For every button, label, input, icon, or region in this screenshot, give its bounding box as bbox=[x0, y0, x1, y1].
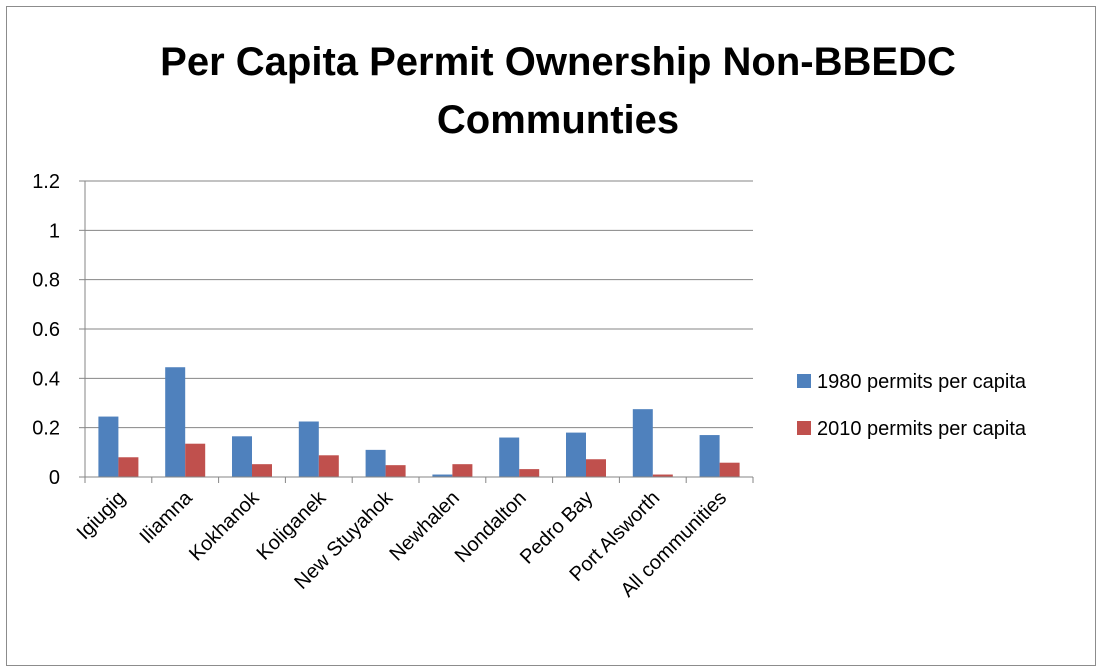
y-tick-label: 0.8 bbox=[32, 270, 60, 292]
legend-swatch bbox=[797, 374, 811, 388]
bar-2010-all-communities bbox=[719, 462, 740, 477]
bar-1980-igiugig bbox=[98, 416, 119, 477]
bar-2010-nondalton bbox=[519, 469, 540, 477]
legend-label: 1980 permits per capita bbox=[817, 371, 1027, 393]
chart-title-line-1: Per Capita Permit Ownership Non-BBEDC bbox=[160, 40, 956, 84]
bar-1980-pedro-bay bbox=[566, 432, 586, 477]
bar-1980-koliganek bbox=[298, 421, 319, 477]
bar-1980-newhalen bbox=[432, 474, 453, 477]
y-tick-label: 0.6 bbox=[32, 319, 60, 341]
bar-1980-port-alsworth bbox=[632, 409, 653, 477]
y-tick-label: 0.4 bbox=[32, 368, 60, 390]
y-tick-label: 1.2 bbox=[32, 171, 60, 193]
x-tick-label: Kokhanok bbox=[185, 486, 264, 565]
bar-2010-port-alsworth bbox=[652, 474, 673, 477]
y-tick-label: 0.2 bbox=[32, 418, 60, 440]
bar-1980-kokhanok bbox=[232, 436, 252, 477]
y-tick-label: 0 bbox=[49, 467, 60, 489]
bars bbox=[98, 367, 740, 477]
chart-title-line-2: Communties bbox=[437, 98, 679, 142]
bar-2010-pedro-bay bbox=[586, 459, 606, 477]
bar-2010-igiugig bbox=[118, 457, 139, 477]
x-tick-label: Igiugig bbox=[73, 487, 130, 544]
bar-2010-koliganek bbox=[318, 455, 339, 477]
legend-label: 2010 permits per capita bbox=[817, 418, 1027, 440]
bar-2010-new-stuyahok bbox=[385, 465, 406, 477]
bar-2010-kokhanok bbox=[252, 464, 272, 477]
legend: 1980 permits per capita 2010 permits per … bbox=[797, 371, 1027, 440]
bar-1980-iliamna bbox=[165, 367, 186, 477]
chart-frame bbox=[6, 6, 1096, 666]
y-tick-label: 1 bbox=[49, 220, 60, 242]
x-tick-label: Iliamna bbox=[136, 486, 198, 548]
bar-1980-nondalton bbox=[499, 437, 520, 477]
bar-1980-all-communities bbox=[699, 435, 720, 477]
legend-swatch bbox=[797, 421, 811, 435]
bar-1980-new-stuyahok bbox=[365, 449, 386, 477]
bar-2010-newhalen bbox=[452, 464, 473, 477]
bar-2010-iliamna bbox=[185, 443, 206, 477]
